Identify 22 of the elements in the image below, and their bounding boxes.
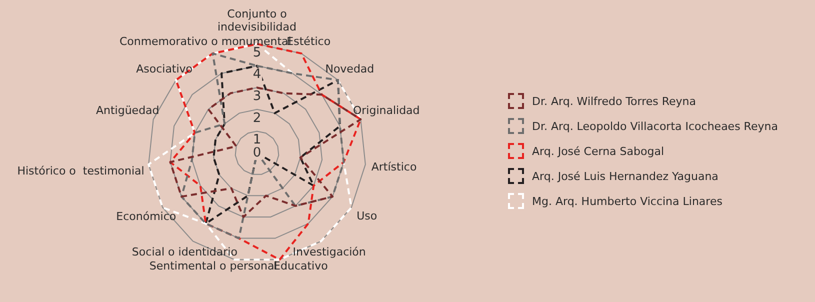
- y-tick-label: 5: [252, 45, 262, 60]
- y-tick-label: 3: [252, 88, 262, 104]
- y-tick-label: 4: [252, 67, 262, 82]
- legend-label: Arq. José Luis Hernandez Yaguana: [532, 170, 718, 182]
- legend-label: Dr. Arq. Wilfredo Torres Reyna: [532, 94, 696, 108]
- spoke-label: Artístico: [371, 160, 417, 174]
- spoke-label: Originalidad: [352, 104, 420, 117]
- spoke-label: Económico: [116, 210, 176, 223]
- spoke-label: Histórico o testimonial: [17, 164, 144, 178]
- spoke-label: Antigüedad: [96, 104, 160, 117]
- y-tick-label: 0: [252, 145, 262, 160]
- spoke-label: Social o identidario: [132, 245, 238, 258]
- spoke-label: Uso: [356, 209, 378, 222]
- legend-label: Mg. Arq. Humberto Viccina Linares: [532, 194, 722, 208]
- legend-label: Dr. Arq. Leopoldo Villacorta Icocheaes Reyna: [532, 120, 778, 132]
- legend-label: Arq. José Cerna Sabogal: [532, 144, 664, 158]
- spoke-label: Conjunto o indevisibilidad: [218, 7, 296, 34]
- y-tick-label: 2: [252, 110, 262, 126]
- spoke-label: Asociativo: [136, 62, 193, 76]
- spoke-label: Novedad: [325, 62, 374, 76]
- y-tick-label: 1: [252, 132, 262, 148]
- spoke-label: Investigación: [292, 245, 366, 258]
